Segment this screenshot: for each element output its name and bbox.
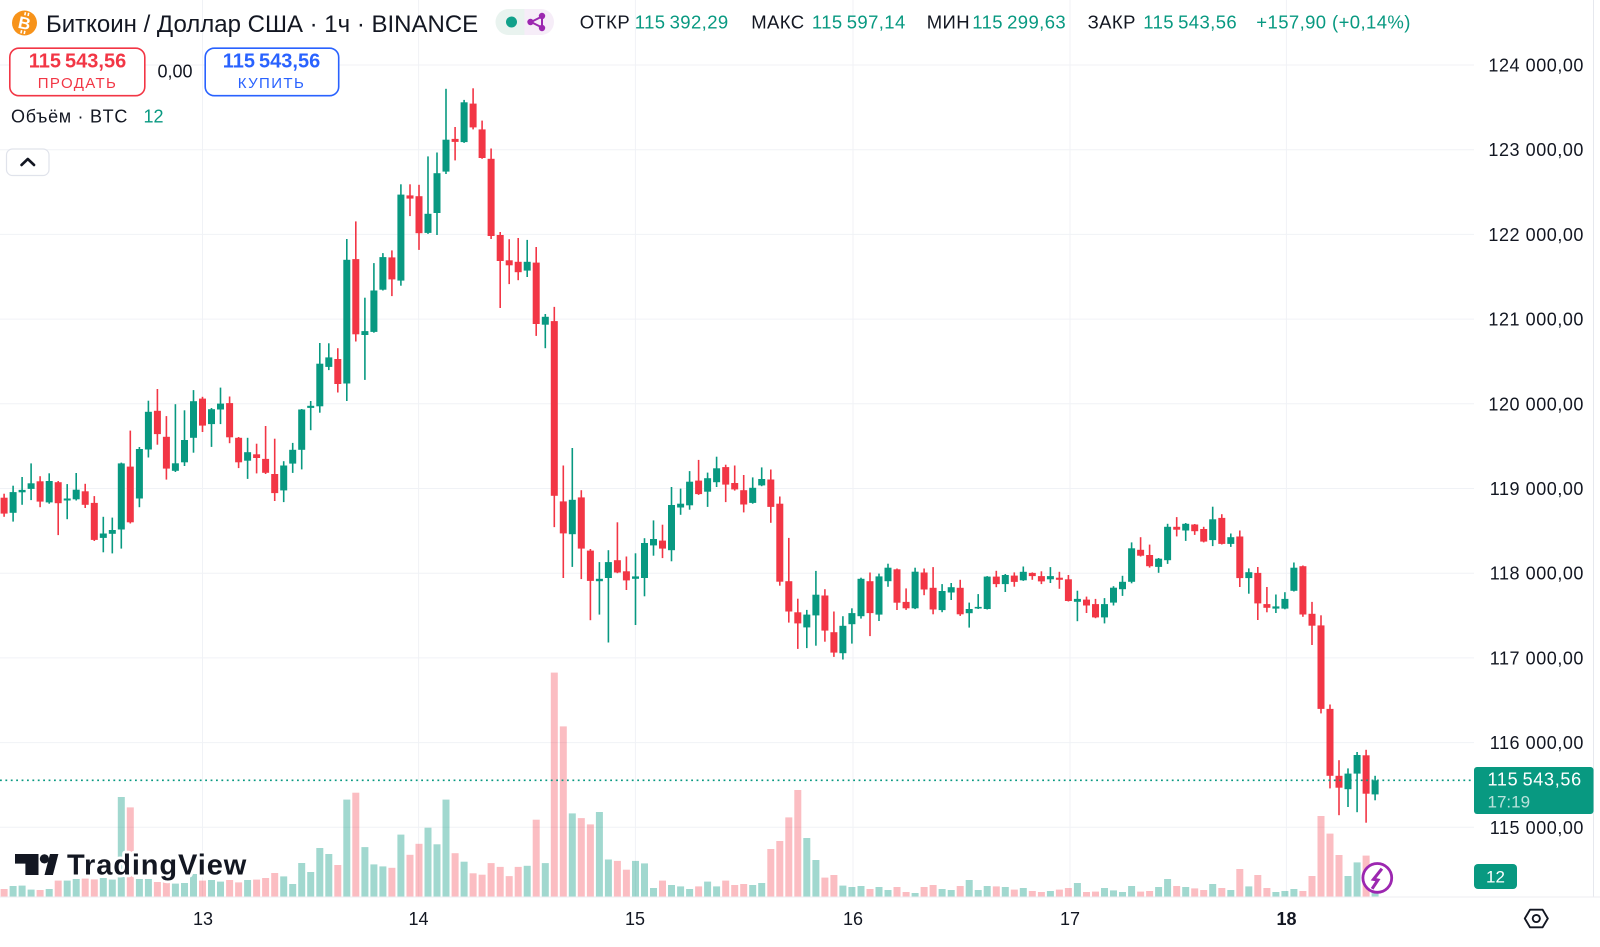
svg-text:115 299,63: 115 299,63 xyxy=(972,12,1066,33)
svg-text:115 543,56: 115 543,56 xyxy=(1488,770,1582,790)
svg-text:+157,90 (+0,14%): +157,90 (+0,14%) xyxy=(1256,12,1411,33)
svg-text:12: 12 xyxy=(144,107,164,127)
svg-text:14: 14 xyxy=(408,909,428,929)
svg-text:17: 17 xyxy=(1060,909,1080,929)
svg-text:16: 16 xyxy=(843,909,863,929)
svg-text:ОТКР: ОТКР xyxy=(580,12,630,33)
svg-text:115 392,29: 115 392,29 xyxy=(635,12,729,33)
svg-text:122 000,00: 122 000,00 xyxy=(1488,225,1584,245)
svg-text:12: 12 xyxy=(1486,868,1505,887)
svg-text:ПРОДАТЬ: ПРОДАТЬ xyxy=(38,75,118,92)
svg-text:15: 15 xyxy=(625,909,645,929)
svg-text:0,00: 0,00 xyxy=(157,62,192,82)
svg-text:121 000,00: 121 000,00 xyxy=(1488,310,1584,330)
svg-text:118 000,00: 118 000,00 xyxy=(1490,564,1584,584)
svg-text:120 000,00: 120 000,00 xyxy=(1488,394,1584,414)
svg-text:МИН: МИН xyxy=(927,12,970,33)
svg-text:123 000,00: 123 000,00 xyxy=(1488,140,1584,160)
svg-text:TradingView: TradingView xyxy=(67,850,247,882)
svg-text:117 000,00: 117 000,00 xyxy=(1490,648,1584,668)
svg-text:124 000,00: 124 000,00 xyxy=(1488,56,1584,76)
svg-text:17:19: 17:19 xyxy=(1488,793,1531,812)
svg-text:116 000,00: 116 000,00 xyxy=(1490,733,1584,753)
svg-text:115 543,56: 115 543,56 xyxy=(1143,12,1237,33)
svg-text:B: B xyxy=(16,13,32,34)
svg-text:TradingView: TradingView xyxy=(67,850,247,882)
svg-text:115 543,56: 115 543,56 xyxy=(29,51,126,73)
svg-text:Объём · BTC: Объём · BTC xyxy=(11,107,128,127)
svg-text:Биткоин / Доллар США · 1ч · BI: Биткоин / Доллар США · 1ч · BINANCE xyxy=(46,11,478,38)
svg-text:119 000,00: 119 000,00 xyxy=(1490,479,1584,499)
svg-text:115 543,56: 115 543,56 xyxy=(223,51,320,73)
svg-text:КУПИТЬ: КУПИТЬ xyxy=(238,75,305,92)
svg-text:МАКС: МАКС xyxy=(751,12,804,33)
svg-text:18: 18 xyxy=(1276,909,1296,929)
svg-text:115 597,14: 115 597,14 xyxy=(812,12,906,33)
svg-text:ЗАКР: ЗАКР xyxy=(1088,12,1136,33)
svg-text:115 000,00: 115 000,00 xyxy=(1490,818,1584,838)
svg-text:13: 13 xyxy=(193,909,213,929)
